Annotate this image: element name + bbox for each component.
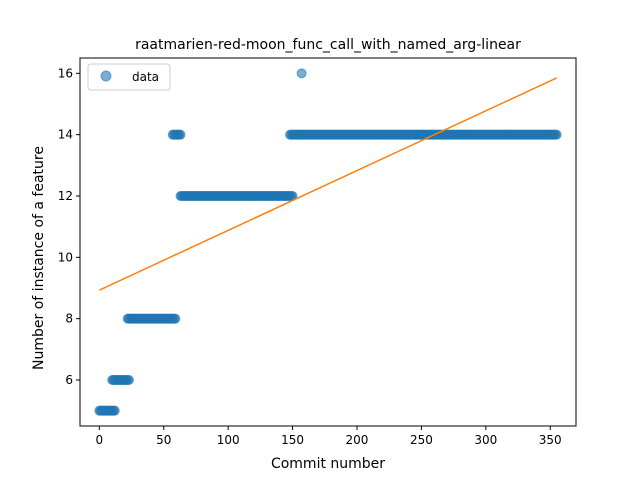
axes: 0 50 100 150 200 250 300 350 6 8 10 12 14 16 [58,57,577,447]
legend: data [87,63,171,91]
x-tick-label: 250 [410,433,433,447]
data-point [109,405,120,416]
data-point [551,129,562,140]
x-tick-label: 150 [281,433,304,447]
plot-area [94,68,562,416]
x-tick-label: 350 [539,433,562,447]
data-point [123,375,134,385]
y-tick-label: 12 [58,189,73,203]
x-tick-label: 50 [156,433,171,447]
y-tick-label: 16 [58,66,73,80]
legend-label: data [132,70,159,84]
x-tick-label: 100 [217,433,240,447]
y-tick-label: 6 [65,373,73,387]
y-axis-title: Number of instance of a feature [31,146,47,370]
x-tick-label: 0 [96,433,104,447]
legend-marker [100,70,112,82]
y-tick-label: 8 [65,312,73,326]
data-point [175,129,186,140]
y-tick-label: 14 [58,128,73,142]
x-tick-label: 200 [346,433,369,447]
trend-line [99,77,557,291]
legend-box [87,63,171,91]
data-point [296,68,307,79]
plot-frame [79,57,577,427]
data-point [170,313,181,324]
chart-title: raatmarien-red-moon_func_call_with_named… [135,37,521,53]
x-tick-label: 300 [474,433,497,447]
y-tick-label: 10 [58,250,73,264]
x-axis-title: Commit number [271,456,385,472]
